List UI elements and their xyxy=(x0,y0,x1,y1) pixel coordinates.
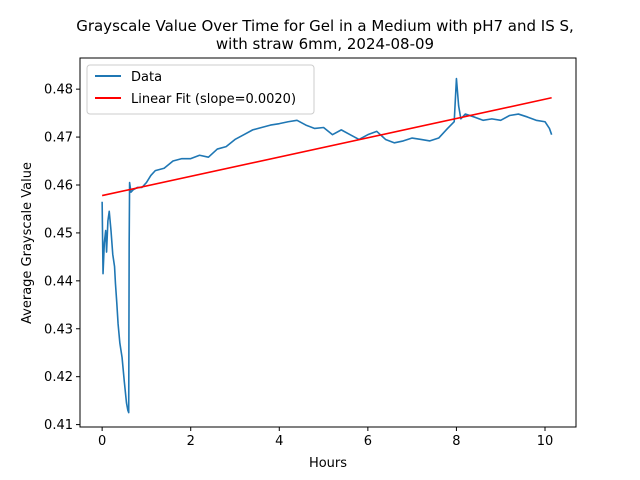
y-tick-label: 0.44 xyxy=(44,274,73,289)
y-tick-label: 0.46 xyxy=(44,178,73,193)
legend: Data Linear Fit (slope=0.0020) xyxy=(86,64,315,115)
plot-area-frame xyxy=(79,57,577,428)
series-line-data xyxy=(101,77,553,414)
x-tick-label: 4 xyxy=(275,434,283,449)
plot-data-layer xyxy=(101,77,553,414)
y-tick-label: 0.47 xyxy=(44,131,73,146)
series-line-linear-fit xyxy=(101,96,552,197)
y-tick-label: 0.41 xyxy=(44,418,73,433)
chart-subtitle: with straw 6mm, 2024-08-09 xyxy=(216,35,434,53)
y-tick-label: 0.48 xyxy=(44,83,73,98)
x-tick-label: 0 xyxy=(98,434,106,449)
y-tick-label: 0.45 xyxy=(44,226,73,241)
x-tick-label: 8 xyxy=(452,434,460,449)
x-tick-label: 10 xyxy=(537,434,554,449)
x-tick-label: 2 xyxy=(187,434,195,449)
legend-label-linear-fit: Linear Fit (slope=0.0020) xyxy=(131,92,296,107)
y-axis: 0.41 0.42 0.43 0.44 0.45 0.46 0.47 0.48 xyxy=(44,83,80,433)
chart-title: Grayscale Value Over Time for Gel in a M… xyxy=(76,17,574,35)
x-axis-title: Hours xyxy=(309,456,347,471)
x-tick-label: 6 xyxy=(364,434,372,449)
legend-label-data: Data xyxy=(131,70,162,85)
x-axis: 0 2 4 6 8 10 xyxy=(98,427,553,449)
y-axis-title: Average Grayscale Value xyxy=(20,162,35,324)
y-tick-label: 0.42 xyxy=(44,370,73,385)
y-tick-label: 0.43 xyxy=(44,322,73,337)
legend-box xyxy=(86,64,315,115)
